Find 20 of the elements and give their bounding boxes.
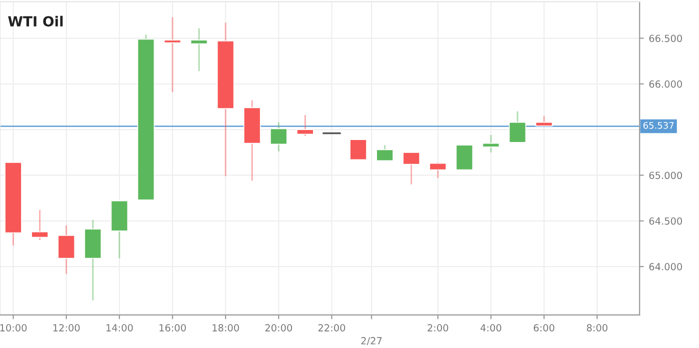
x-tick-label: 14:00 <box>106 324 133 332</box>
x-tick-label: 10:00 <box>0 324 27 332</box>
y-tick-label: 65.000 <box>649 172 682 180</box>
x-tick-label: 6:00 <box>534 324 554 332</box>
y-tick-label: 64.000 <box>649 263 682 270</box>
x-tick-label: 20:00 <box>265 324 292 332</box>
text: WTI Oil <box>8 16 63 27</box>
candlestick <box>350 139 367 160</box>
x-tick-label: 16:00 <box>160 324 186 332</box>
x-tick-label: 22:00 <box>318 324 346 332</box>
y-tick-label: 64.500 <box>649 217 682 225</box>
ref-line-label: 65.537 <box>643 122 674 129</box>
x-tick-label: 2:00 <box>428 324 448 332</box>
x-tick-label: 8:00 <box>586 324 608 332</box>
x-tick-label: 4:00 <box>480 324 502 332</box>
y-tick-label: 66.000 <box>649 80 682 88</box>
x-tick-label: 12:00 <box>53 324 80 332</box>
y-tick-label: 66.500 <box>649 34 682 42</box>
text: 2/27 <box>361 337 382 346</box>
x-tick-label: 18:00 <box>212 324 239 332</box>
